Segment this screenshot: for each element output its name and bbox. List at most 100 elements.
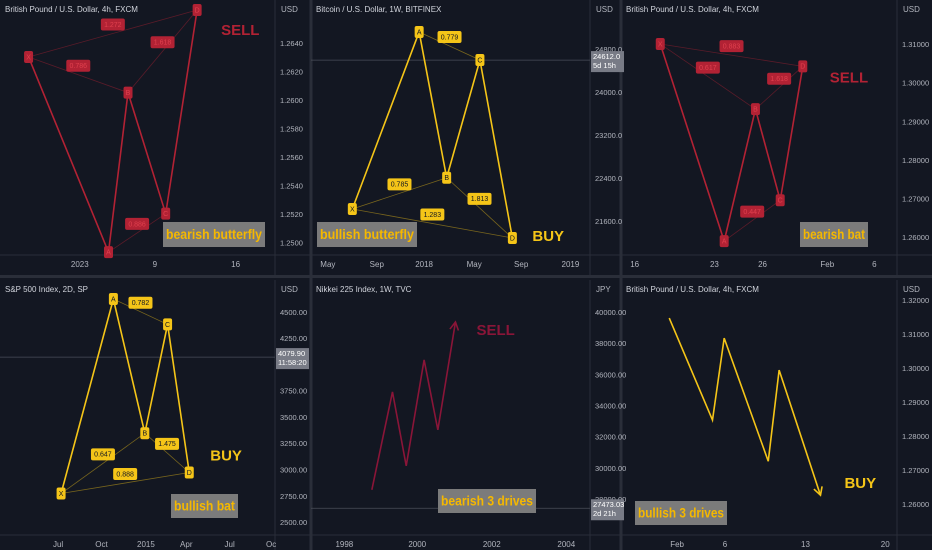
x-tick-label: Jul (53, 540, 63, 549)
panel-title: Nikkei 225 Index, 1W, TVC (316, 285, 412, 294)
pattern-label: bearish butterfly (166, 226, 262, 242)
y-tick-label: 4500.00 (280, 308, 307, 317)
y-tick-label: 24800.0 (595, 45, 622, 54)
point-label: B (126, 90, 131, 97)
arrow-head (813, 486, 823, 497)
point-label: B (444, 175, 449, 182)
price-tag-label: 4079.90 (278, 349, 305, 358)
ratio-label: 0.883 (723, 44, 741, 51)
drive-line (371, 321, 457, 491)
ratio-connector (660, 43, 803, 67)
ratio-connector (660, 43, 756, 110)
x-tick-label: Sep (514, 260, 529, 269)
y-tick-label: 34000.00 (595, 401, 626, 410)
point-box (475, 53, 485, 66)
ratio-box (155, 437, 180, 450)
ratio-box (150, 36, 175, 49)
ratio-box (719, 40, 744, 53)
ratio-label: 0.647 (94, 452, 112, 459)
x-tick-label: Feb (670, 540, 684, 549)
y-tick-label: 40000.00 (595, 308, 626, 317)
ratio-connector (352, 208, 513, 239)
point-label: X (59, 491, 64, 498)
y-tick-label: 2500.00 (280, 518, 307, 527)
ratio-connector (28, 56, 129, 93)
ratio-connector (352, 177, 447, 210)
pattern-box (171, 494, 238, 518)
y-tick-label: 24000.0 (595, 88, 622, 97)
point-label: D (800, 64, 805, 71)
point-label: X (658, 41, 663, 48)
point-box (163, 318, 173, 331)
y-tick-label: 1.2600 (280, 96, 303, 105)
y-tick-label: 1.29000 (902, 117, 929, 126)
y-tick-label: 1.2520 (280, 210, 303, 219)
currency-label: USD (903, 5, 920, 14)
point-box (507, 232, 517, 245)
ratio-box (467, 192, 492, 205)
y-tick-label: 38000.00 (595, 339, 626, 348)
x-tick-label: 2023 (71, 260, 89, 269)
arrow-head (449, 320, 460, 331)
pattern-label: bullish 3 drives (638, 505, 724, 521)
point-box (104, 246, 114, 259)
x-tick-label: 2004 (557, 540, 575, 549)
y-tick-label: 21600.0 (595, 217, 622, 226)
price-tag (591, 499, 624, 521)
y-tick-label: 1.2500 (280, 239, 303, 248)
signal-label: SELL (830, 69, 868, 86)
y-tick-label: 1.30000 (902, 364, 929, 373)
point-box (750, 103, 760, 116)
point-box (24, 50, 34, 63)
point-box (161, 207, 171, 220)
pattern-label: bearish bat (803, 226, 865, 242)
ratio-label: 1.813 (471, 196, 489, 203)
countdown-label: 5d 15h (593, 61, 616, 70)
ratio-box (740, 205, 765, 218)
y-tick-label: 1.26000 (902, 233, 929, 242)
countdown-label: 2d 21h (593, 509, 616, 518)
point-box (655, 37, 665, 50)
ratio-connector (108, 213, 166, 253)
x-tick-label: 9 (153, 260, 158, 269)
panel-title: British Pound / U.S. Dollar, 4h, FXCM (5, 5, 138, 14)
y-tick-label: 1.2560 (280, 153, 303, 162)
price-tag (591, 51, 624, 73)
point-box (347, 202, 357, 215)
y-tick-label: 1.32000 (902, 296, 929, 305)
drive-line (668, 317, 822, 496)
y-tick-label: 1.31000 (902, 330, 929, 339)
ratio-box (767, 72, 792, 85)
ratio-label: 1.272 (104, 22, 122, 29)
point-label: C (163, 211, 168, 218)
ratio-label: 1.618 (770, 76, 788, 83)
y-tick-label: 4250.00 (280, 334, 307, 343)
y-tick-label: 1.2540 (280, 182, 303, 191)
y-tick-label: 1.29000 (902, 398, 929, 407)
ratio-connector (755, 66, 804, 110)
x-tick-label: Jul (225, 540, 235, 549)
y-tick-label: 3500.00 (280, 413, 307, 422)
pattern-label: bullish bat (174, 498, 235, 514)
y-tick-label: 1.30000 (902, 79, 929, 88)
point-box (775, 194, 785, 207)
ratio-label: 0.782 (132, 300, 150, 307)
x-tick-label: Apr (180, 540, 193, 549)
ratio-box (113, 468, 138, 481)
y-tick-label: 32000.00 (595, 433, 626, 442)
y-tick-label: 1.27000 (902, 194, 929, 203)
y-tick-label: 1.2640 (280, 39, 303, 48)
point-box (414, 25, 424, 38)
x-tick-label: May (467, 260, 482, 269)
ratio-box (125, 217, 150, 230)
pattern-box (438, 489, 536, 513)
price-tag-label: 24612.0 (593, 52, 620, 61)
x-tick-label: 2018 (415, 260, 433, 269)
panel-title: British Pound / U.S. Dollar, 4h, FXCM (626, 5, 759, 14)
x-tick-label: 16 (231, 260, 240, 269)
pattern-box (800, 222, 868, 247)
point-box (442, 171, 452, 184)
y-tick-label: 1.28000 (902, 156, 929, 165)
pattern-box (163, 222, 265, 247)
